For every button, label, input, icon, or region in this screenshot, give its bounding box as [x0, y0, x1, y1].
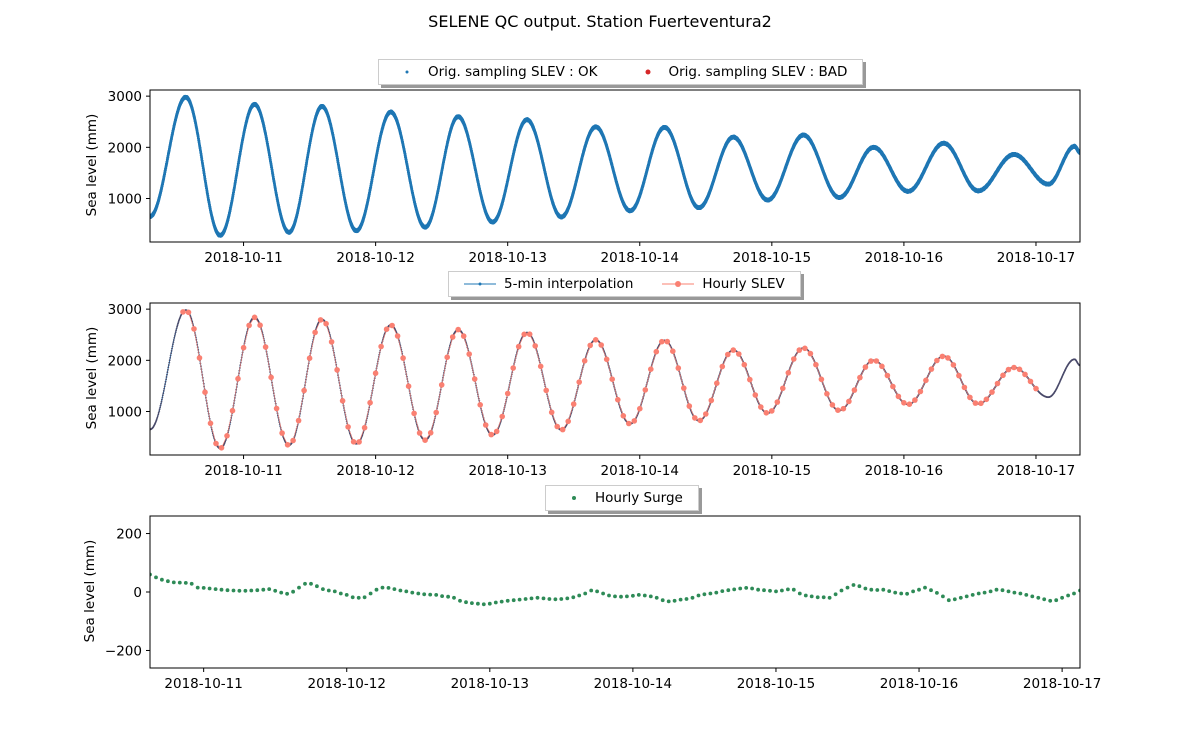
- ok-sample-point: [201, 159, 204, 162]
- ok-sample-point: [234, 176, 238, 180]
- ok-sample-point: [232, 193, 235, 196]
- ok-sample-point: [268, 156, 272, 159]
- plot-area: [150, 94, 1080, 238]
- ok-sample-point: [274, 189, 278, 192]
- ok-sample-point: [194, 123, 198, 127]
- ok-sample-point: [266, 140, 269, 144]
- ok-sample-point: [203, 177, 207, 180]
- ok-sample-point: [237, 159, 241, 163]
- ok-sample-point: [206, 192, 209, 195]
- ok-sample-point: [198, 141, 201, 145]
- ok-sample-point: [231, 195, 235, 198]
- ok-sample-point: [302, 177, 306, 181]
- ok-sample-point: [229, 208, 232, 211]
- ok-sample-point: [194, 121, 198, 125]
- ok-sample-point: [166, 156, 170, 159]
- figure-title: SELENE QC output. Station Fuerteventura2: [428, 12, 772, 31]
- ok-sample-point: [308, 144, 312, 147]
- ok-sample-point: [240, 143, 244, 146]
- ok-sample-point: [200, 154, 203, 158]
- ok-sample-point: [203, 174, 207, 178]
- ok-sample-point: [203, 172, 206, 176]
- ok-sample-point: [169, 143, 172, 146]
- ok-sample-point: [231, 197, 234, 200]
- ok-sample-point: [305, 160, 309, 164]
- ok-sample-point: [163, 172, 167, 176]
- ok-sample-point: [208, 205, 212, 208]
- ok-sample-point: [197, 139, 201, 143]
- ok-sample-point: [240, 145, 243, 148]
- ok-sample-point: [237, 161, 240, 165]
- ok-sample-point: [237, 164, 240, 167]
- axes-original-sampling: 2018-10-11 2018-10-12 2018-10-13 2018-10-14…: [108, 89, 1081, 266]
- ok-sample-point: [234, 178, 238, 182]
- ok-sample-point: [200, 157, 204, 160]
- ok-sample-point: [299, 193, 303, 197]
- ok-sample-point: [235, 174, 238, 177]
- ok-sample-point: [239, 147, 243, 151]
- ok-sample-point: [166, 158, 169, 161]
- ok-sample-point: [234, 181, 237, 184]
- ok-sample-point: [201, 161, 204, 165]
- ok-sample-point: [169, 141, 173, 145]
- ok-sample-point: [197, 137, 200, 140]
- ok-sample-point: [209, 207, 212, 210]
- ok-sample-point: [205, 189, 209, 193]
- ok-sample-point: [206, 194, 210, 197]
- ok-sample-point: [271, 173, 275, 176]
- ok-sample-point: [195, 125, 198, 129]
- ok-sample-point: [163, 171, 167, 174]
